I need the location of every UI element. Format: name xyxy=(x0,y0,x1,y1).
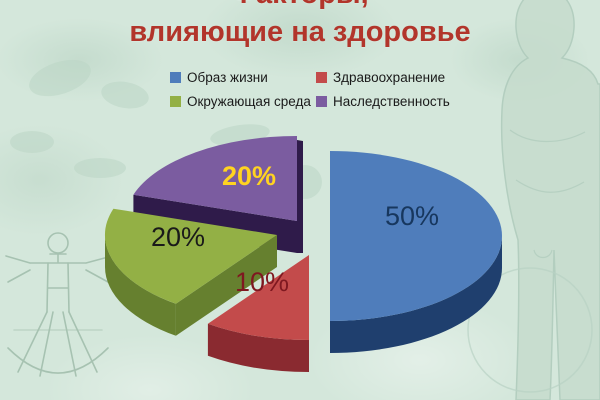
legend-label: Здравоохранение xyxy=(333,70,446,85)
pie-slice-side xyxy=(104,235,176,336)
pie-label-lifestyle: 50% xyxy=(385,201,439,231)
legend-item-lifestyle: Образ жизни xyxy=(170,70,316,85)
legend-item-environment: Окружающая среда xyxy=(170,94,316,109)
pie-slice-side xyxy=(175,235,277,336)
legend-swatch-green xyxy=(170,96,181,107)
pie-slice-side xyxy=(297,140,303,253)
legend-label: Окружающая среда xyxy=(187,94,311,109)
legend-item-healthcare: Здравоохранение xyxy=(316,70,450,85)
pie-slice-lifestyle xyxy=(330,151,502,353)
chart-title-line1: Факторы, xyxy=(0,0,600,13)
pie-slice-top xyxy=(330,151,502,321)
legend-label: Образ жизни xyxy=(187,70,268,85)
pie-slice-side xyxy=(207,323,309,373)
pie-label-heredity: 20% xyxy=(222,161,276,191)
pie-slice-top xyxy=(207,255,309,340)
legend-swatch-blue xyxy=(170,72,181,83)
pie-slice-healthcare xyxy=(207,255,309,373)
chart-legend: Образ жизни Здравоохранение Окружающая с… xyxy=(170,70,450,109)
pie-label-healthcare: 10% xyxy=(235,267,289,297)
legend-swatch-red xyxy=(316,72,327,83)
pie-slice-top xyxy=(133,135,297,221)
legend-item-heredity: Наследственность xyxy=(316,94,450,109)
chart-title: Факторы, влияющие на здоровье xyxy=(0,0,600,51)
pie-slice-environment xyxy=(104,208,278,336)
pie-slice-side xyxy=(330,236,502,353)
pie-label-environment: 20% xyxy=(151,222,205,252)
legend-swatch-purple xyxy=(316,96,327,107)
chart-title-line2: влияющие на здоровье xyxy=(129,16,471,48)
legend-label: Наследственность xyxy=(333,94,450,109)
pie-slice-top xyxy=(104,208,278,304)
